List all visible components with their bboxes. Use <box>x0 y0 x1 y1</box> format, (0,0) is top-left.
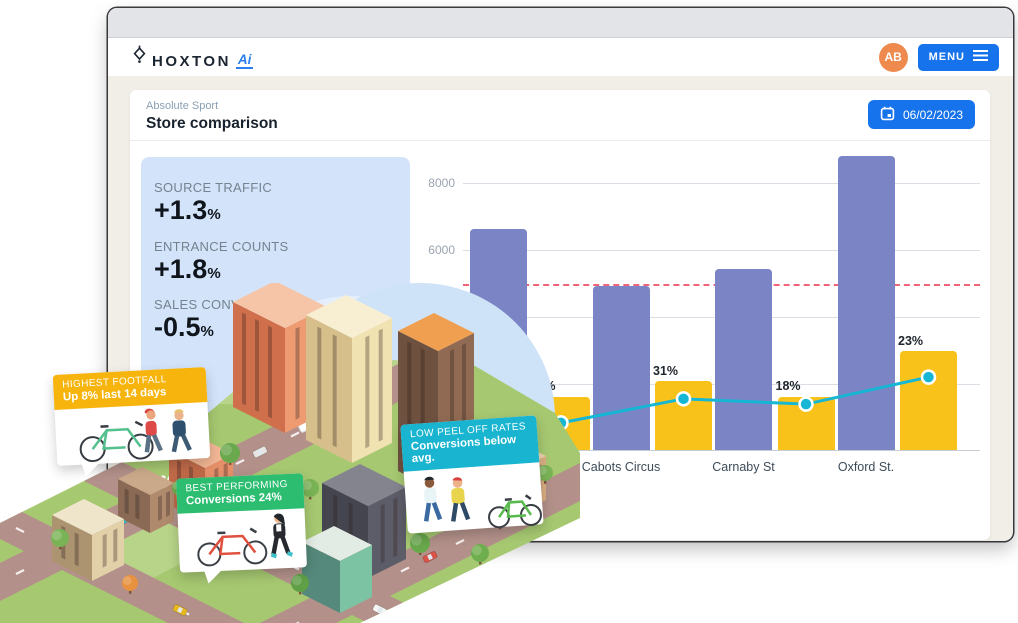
stat-source-traffic: SOURCE TRAFFIC +1.3% <box>154 180 396 226</box>
grid-line <box>463 250 980 252</box>
stat-label: ENTRANCE COUNTS <box>154 238 289 254</box>
bar-conversions <box>900 351 957 450</box>
bar-footfall <box>715 269 772 450</box>
stat-label: SOURCE TRAFFIC <box>154 180 273 195</box>
bar-value-label: 31% <box>653 364 679 379</box>
grid-line <box>463 183 980 185</box>
stat-entrance-counts: ENTRANCE COUNTS +1.8% <box>154 239 396 285</box>
menu-button[interactable]: MENU <box>917 43 999 71</box>
date-picker-button[interactable]: 06/02/2023 <box>867 100 975 129</box>
x-axis-label: Oxford St. <box>837 460 895 474</box>
bar-footfall <box>837 155 895 450</box>
bar-value-label: 18% <box>775 379 801 394</box>
window-titlebar <box>108 8 1013 38</box>
menu-button-label: MENU <box>928 51 965 63</box>
app-header: HOXTON Ai AB MENU <box>108 38 1013 76</box>
page-title: Store comparison <box>146 115 278 132</box>
callout-illustration <box>55 402 211 471</box>
trend-point <box>798 396 814 412</box>
card-header: Absolute Sport Store comparison 06/02/20… <box>130 90 990 141</box>
callout-banner: BEST PERFORMING Conversions 24% <box>176 473 305 514</box>
hamburger-icon <box>973 50 988 64</box>
stat-value: +1.8% <box>154 253 221 284</box>
callout-best-performing: BEST PERFORMING Conversions 24% <box>176 473 307 573</box>
x-axis <box>463 450 980 451</box>
y-tick-label: 8000 <box>428 176 455 191</box>
callout-illustration <box>178 508 308 576</box>
bar-footfall <box>592 286 650 450</box>
callout-low-peel-off: LOW PEEL OFF RATES Conversions below avg… <box>400 415 544 534</box>
pedestrian <box>144 408 163 453</box>
hoxton-logo: HOXTON Ai <box>132 45 254 70</box>
logo-text: HOXTON <box>152 53 231 70</box>
x-axis-label: Carnaby St <box>712 460 775 474</box>
hoxton-logo-icon <box>132 45 147 69</box>
pedestrian <box>171 409 192 453</box>
pedestrian <box>423 476 443 522</box>
stat-value: -0.5% <box>154 312 214 343</box>
y-tick-label: 6000 <box>428 243 455 258</box>
stat-value: +1.3% <box>154 195 221 225</box>
pedestrian <box>270 513 294 559</box>
trend-point <box>920 369 937 385</box>
avatar[interactable]: AB <box>878 42 908 72</box>
trend-point <box>675 391 692 407</box>
date-label: 06/02/2023 <box>902 107 963 122</box>
bar-value-label: 23% <box>898 334 924 349</box>
breadcrumb: Absolute Sport <box>146 100 219 112</box>
pedestrian <box>451 477 471 522</box>
calendar-icon <box>880 106 895 124</box>
logo-ai-suffix: Ai <box>235 52 254 69</box>
callout-highest-footfall: HIGHEST FOOTFALL Up 8% last 14 days <box>52 367 211 466</box>
callout-illustration <box>404 462 545 548</box>
x-axis-label: Cabots Circus <box>581 460 661 474</box>
